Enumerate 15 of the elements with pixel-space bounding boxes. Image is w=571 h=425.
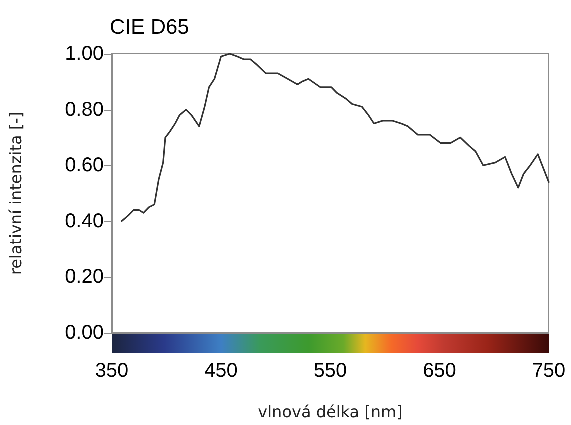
line-series xyxy=(121,53,550,222)
x-axis-title: vlnová délka [nm] xyxy=(258,402,403,422)
y-tick-label: 0.80 xyxy=(65,98,104,121)
x-tick-label: 650 xyxy=(423,360,456,382)
x-tick-label: 750 xyxy=(532,360,566,382)
x-tick-label: 350 xyxy=(95,360,129,382)
x-tick-label: 550 xyxy=(314,360,348,382)
x-tick-label: 450 xyxy=(204,360,238,382)
y-axis-title: relativní intenzita [-] xyxy=(6,112,26,276)
y-tick-label: 0.60 xyxy=(65,154,104,177)
chart-title: CIE D65 xyxy=(110,16,190,39)
y-tick-label: 1.00 xyxy=(65,43,104,65)
y-tick-label: 0.40 xyxy=(65,210,104,232)
y-tick-label: 0.00 xyxy=(65,322,104,344)
y-tick-label: 0.20 xyxy=(65,266,104,288)
